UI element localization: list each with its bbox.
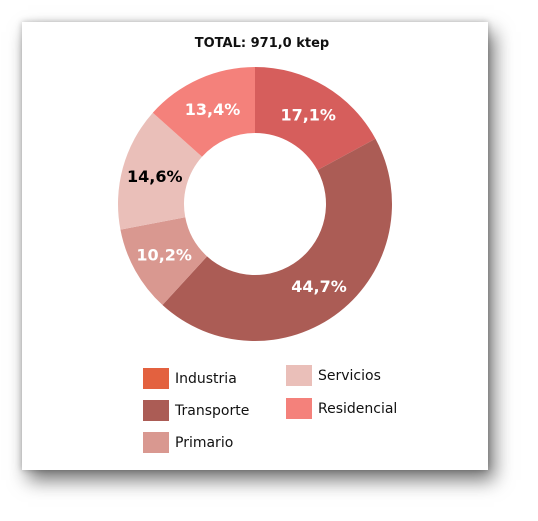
- legend-item-primario: Primario: [143, 432, 233, 453]
- slice-label-servicios: 14,6%: [127, 167, 183, 186]
- legend-label-transporte: Transporte: [175, 402, 250, 419]
- legend-swatch-servicios: [286, 365, 312, 386]
- slice-label-transporte: 44,7%: [291, 277, 347, 296]
- donut-slice-primario: [120, 217, 208, 306]
- slice-label-residencial: 13,4%: [185, 100, 241, 119]
- legend-swatch-primario: [143, 432, 169, 453]
- legend-swatch-residencial: [286, 398, 312, 419]
- slice-label-primario: 10,2%: [136, 246, 192, 265]
- slice-label-industria: 17,1%: [280, 106, 336, 125]
- donut-slice-residencial: [152, 67, 255, 157]
- legend-label-residencial: Residencial: [318, 400, 398, 417]
- legend-swatch-transporte: [143, 400, 169, 421]
- donut-slice-industria: [255, 67, 376, 171]
- legend-label-industria: Industria: [175, 370, 237, 387]
- legend-item-servicios: Servicios: [286, 365, 381, 386]
- legend-swatch-industria: [143, 368, 169, 389]
- legend-item-transporte: Transporte: [143, 400, 249, 421]
- donut-chart: 17,1% 44,7% 10,2% 14,6% 13,4%: [117, 67, 393, 342]
- chart-card: TOTAL: 971,0 ktep 17,1% 44,7% 10,2% 14,6% 13…: [22, 22, 488, 470]
- legend-item-industria: Industria: [143, 368, 237, 389]
- chart-title: TOTAL: 971,0 ktep: [194, 36, 330, 51]
- donut-slice-transporte: [162, 138, 393, 342]
- legend-label-primario: Primario: [175, 434, 234, 451]
- legend-item-residencial: Residencial: [286, 398, 397, 419]
- donut-slice-servicios: [117, 112, 203, 230]
- legend-label-servicios: Servicios: [318, 367, 381, 384]
